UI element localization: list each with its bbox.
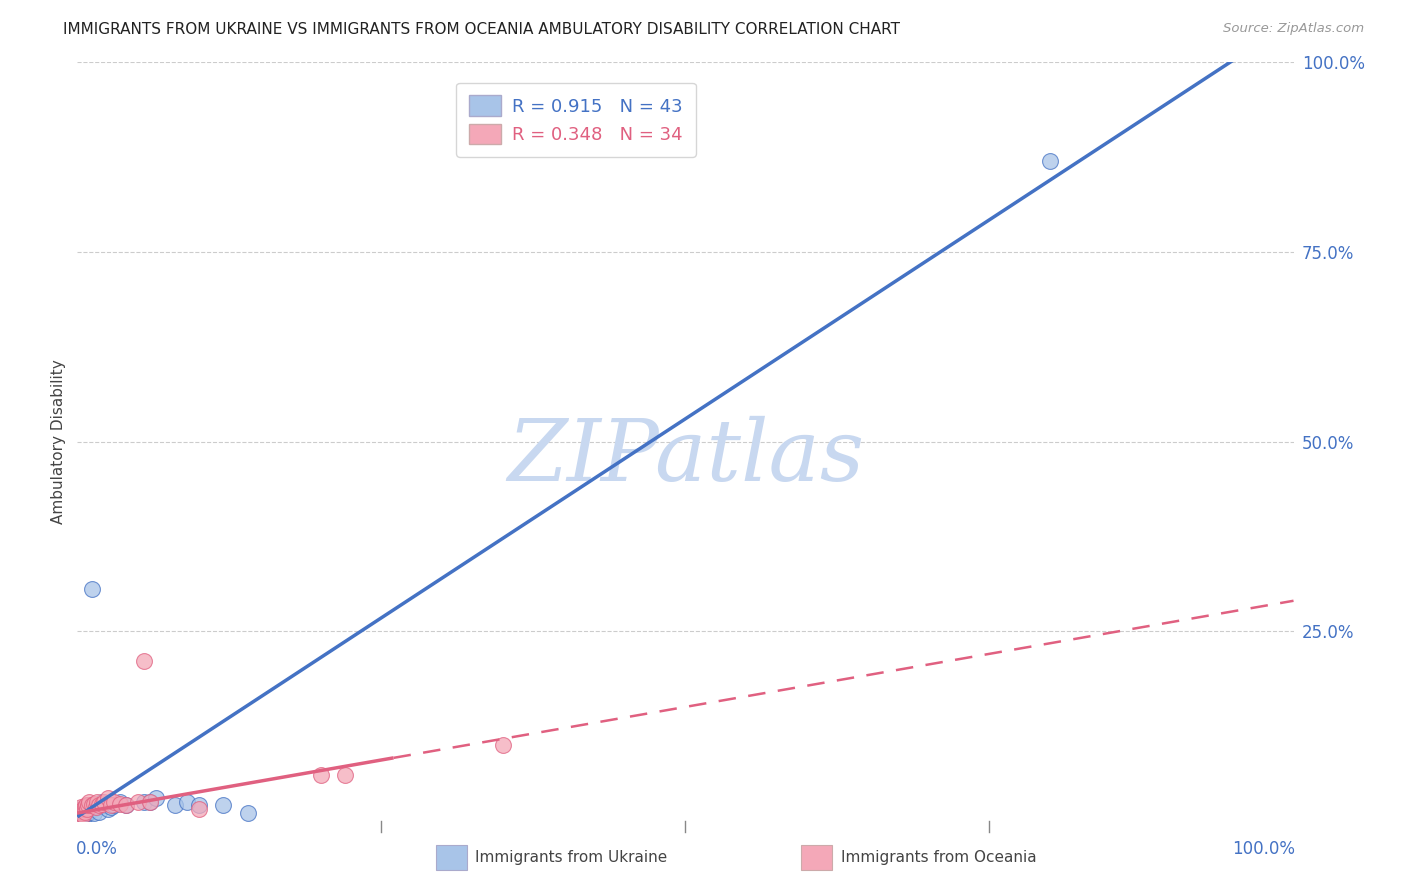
Point <box>70 805 93 819</box>
Point <box>76 802 98 816</box>
Point <box>80 802 103 816</box>
Point <box>76 806 98 821</box>
Point <box>70 810 93 824</box>
Point <box>333 768 356 782</box>
Point <box>70 806 93 821</box>
Point <box>69 802 91 816</box>
Text: Source: ZipAtlas.com: Source: ZipAtlas.com <box>1223 22 1364 36</box>
Point <box>70 802 93 816</box>
Point <box>76 802 98 816</box>
Point <box>72 807 94 822</box>
Point <box>83 806 105 821</box>
Point <box>79 795 101 809</box>
Legend: R = 0.915   N = 43, R = 0.348   N = 34: R = 0.915 N = 43, R = 0.348 N = 34 <box>457 83 696 157</box>
Point <box>72 807 94 822</box>
Point <box>236 806 259 821</box>
Point <box>73 800 96 814</box>
Point <box>93 798 115 813</box>
Point <box>75 805 97 819</box>
Point <box>93 795 115 809</box>
Point <box>139 795 162 809</box>
Point <box>70 805 93 819</box>
Point <box>492 738 515 752</box>
Point <box>103 795 125 809</box>
Point <box>115 798 138 813</box>
Point <box>139 795 162 809</box>
Point <box>212 798 235 813</box>
Point <box>83 797 105 811</box>
Point <box>77 805 100 819</box>
Point <box>108 795 131 809</box>
Point <box>80 798 103 813</box>
Point <box>1039 153 1062 168</box>
Point <box>309 768 332 782</box>
Point <box>97 791 120 805</box>
Point <box>103 798 125 813</box>
Point <box>77 798 100 813</box>
Point <box>67 806 90 821</box>
Point <box>79 802 101 816</box>
Point <box>90 797 112 811</box>
Point <box>70 800 93 814</box>
Point <box>73 806 96 821</box>
Point <box>80 582 103 597</box>
Point <box>115 798 138 813</box>
Point <box>127 795 149 809</box>
Point <box>70 806 93 821</box>
Point <box>77 806 100 821</box>
Point <box>69 806 91 821</box>
Point <box>134 795 156 809</box>
Point <box>100 800 122 814</box>
Point <box>89 798 111 813</box>
Point <box>82 802 104 816</box>
Point <box>188 798 211 813</box>
Point <box>73 805 96 819</box>
Point <box>134 655 156 669</box>
Point <box>108 797 131 811</box>
Point <box>86 795 108 809</box>
Point <box>69 810 91 824</box>
Point <box>67 807 90 822</box>
Text: Immigrants from Ukraine: Immigrants from Ukraine <box>475 850 668 864</box>
Text: 0.0%: 0.0% <box>76 839 118 857</box>
Point <box>84 800 107 814</box>
Text: 100.0%: 100.0% <box>1232 839 1295 857</box>
Point <box>80 800 103 814</box>
Point <box>69 805 91 819</box>
Point <box>84 798 107 813</box>
Point <box>72 802 94 816</box>
Point <box>176 795 198 809</box>
Point <box>97 802 120 816</box>
Point <box>100 798 122 813</box>
Point <box>72 805 94 819</box>
Point <box>75 798 97 813</box>
Point <box>73 802 96 816</box>
Point <box>163 798 186 813</box>
Text: Immigrants from Oceania: Immigrants from Oceania <box>841 850 1036 864</box>
Text: IMMIGRANTS FROM UKRAINE VS IMMIGRANTS FROM OCEANIA AMBULATORY DISABILITY CORRELA: IMMIGRANTS FROM UKRAINE VS IMMIGRANTS FR… <box>63 22 900 37</box>
Point <box>75 807 97 822</box>
Point <box>145 791 167 805</box>
Text: ZIPatlas: ZIPatlas <box>506 416 865 498</box>
Point <box>70 807 93 822</box>
Point <box>90 795 112 809</box>
Point <box>188 802 211 816</box>
Point <box>86 800 108 814</box>
Y-axis label: Ambulatory Disability: Ambulatory Disability <box>51 359 66 524</box>
Point <box>79 798 101 813</box>
Point <box>89 805 111 819</box>
